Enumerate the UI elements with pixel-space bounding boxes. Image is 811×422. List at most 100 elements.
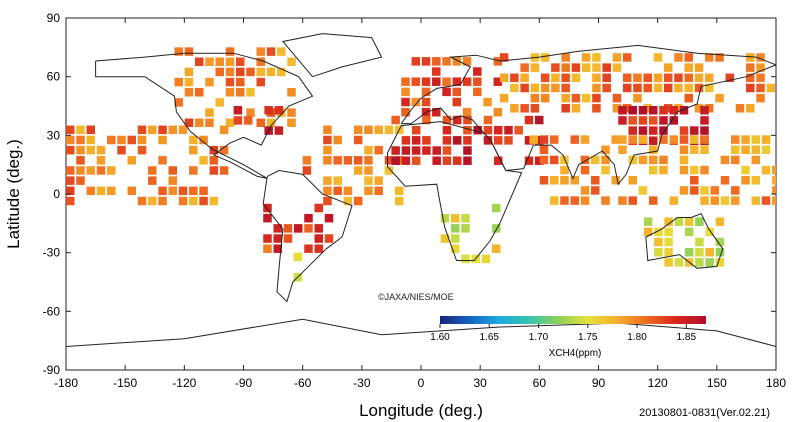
xch4-cell <box>561 53 570 62</box>
xch4-cell <box>411 136 421 145</box>
xch4-cell <box>225 118 235 128</box>
xch4-cell <box>96 166 106 175</box>
xch4-cell <box>86 186 96 196</box>
xch4-cell <box>391 115 400 125</box>
xch4-cell <box>633 73 642 83</box>
xch4-cell <box>493 156 503 165</box>
xch4-cell <box>401 107 410 117</box>
xch4-cell <box>473 77 482 86</box>
xch4-cell <box>194 118 204 128</box>
xch4-cell <box>659 155 668 165</box>
xch4-cell <box>746 53 755 62</box>
xch4-cell <box>643 83 652 93</box>
xch4-cell <box>520 73 529 83</box>
xch4-cell <box>462 77 472 86</box>
xch4-cell <box>540 73 550 83</box>
xch4-cell <box>731 186 740 195</box>
xch4-cell <box>618 145 627 155</box>
xch4-cell <box>463 125 472 135</box>
xch4-cell <box>514 125 523 135</box>
xch4-cell <box>551 63 560 72</box>
xch4-cell <box>648 165 658 175</box>
xch4-cell <box>659 116 668 125</box>
xch4-cell <box>283 234 293 243</box>
xch4-cell <box>663 63 673 72</box>
xch4-cell <box>653 53 663 62</box>
colorbar-tick-label: 1.70 <box>529 332 549 343</box>
xch4-cell <box>746 63 755 72</box>
xch4-cell <box>107 135 116 145</box>
xch4-cell <box>560 165 569 175</box>
xch4-cell <box>534 156 544 165</box>
xch4-cell <box>679 145 689 155</box>
xch4-cell <box>571 93 581 103</box>
xch4-cell <box>659 126 668 135</box>
xch4-cell <box>243 116 253 125</box>
xch4-cell <box>384 125 394 135</box>
xch4-cell <box>215 98 224 107</box>
xch4-cell <box>741 176 750 185</box>
xch4-cell <box>618 106 627 115</box>
xch4-cell <box>638 106 648 115</box>
xch4-cell <box>283 224 293 233</box>
xch4-cell <box>66 125 75 135</box>
xch4-cell <box>374 186 383 196</box>
xch4-cell <box>127 156 137 165</box>
xch4-cell <box>287 108 296 117</box>
xch4-cell <box>581 53 591 62</box>
y-axis-label: Latitude (deg.) <box>4 139 23 249</box>
xch4-cell <box>287 57 296 67</box>
xch4-cell <box>622 73 632 83</box>
xch4-cell <box>233 106 243 115</box>
xch4-cell <box>648 116 658 125</box>
y-axis-ticks: 90 60 30 0 -30 -60 -90 <box>43 11 776 377</box>
xch4-cell <box>731 145 740 155</box>
coastline-path <box>387 121 523 261</box>
xch4-cell <box>493 125 503 135</box>
xch4-cell <box>674 73 683 83</box>
xch4-cell <box>219 166 229 175</box>
xch4-cell <box>618 135 627 144</box>
xch4-cell <box>561 93 570 103</box>
xch4-cell <box>384 166 394 175</box>
xch4-cell <box>492 224 501 233</box>
xch4-cell <box>384 156 394 165</box>
xch4-cell <box>137 145 147 155</box>
xch4-cell <box>432 107 441 117</box>
xch4-cell <box>628 116 637 125</box>
xch4-cell <box>520 104 529 113</box>
xch4-cell <box>184 67 194 77</box>
xch4-cell <box>432 77 441 86</box>
xch4-cell <box>700 106 709 115</box>
xch4-cell <box>353 125 363 135</box>
xch4-cell <box>401 77 410 86</box>
xch4-cell <box>493 57 503 66</box>
xch4-cell <box>669 106 678 115</box>
xch4-cell <box>215 67 224 77</box>
xch4-cell <box>463 146 472 155</box>
xch4-cell <box>664 237 673 247</box>
xch4-cell <box>570 196 579 205</box>
xch4-cell <box>452 156 462 165</box>
xch4-cell <box>189 145 198 155</box>
xch4-cell <box>440 213 450 223</box>
xch4-cell <box>304 244 313 253</box>
xch4-cell <box>669 196 678 205</box>
xch4-cell <box>638 135 648 144</box>
xch4-cell <box>602 83 611 93</box>
xch4-cell <box>273 224 282 233</box>
xch4-cell <box>137 135 147 145</box>
xch4-cell <box>761 135 771 144</box>
xch4-cell <box>499 53 509 62</box>
xch4-cell <box>189 196 198 206</box>
xch4-cell <box>391 156 400 165</box>
xch4-cell <box>549 196 559 205</box>
xch4-cell <box>669 116 678 125</box>
xch4-cell <box>452 136 462 145</box>
xch4-cell <box>756 53 765 62</box>
xch4-cell <box>236 67 245 77</box>
xch4-cell <box>66 186 75 196</box>
xch4-cell <box>411 146 421 155</box>
xch4-cell <box>189 135 198 145</box>
xch4-cell <box>178 186 188 196</box>
